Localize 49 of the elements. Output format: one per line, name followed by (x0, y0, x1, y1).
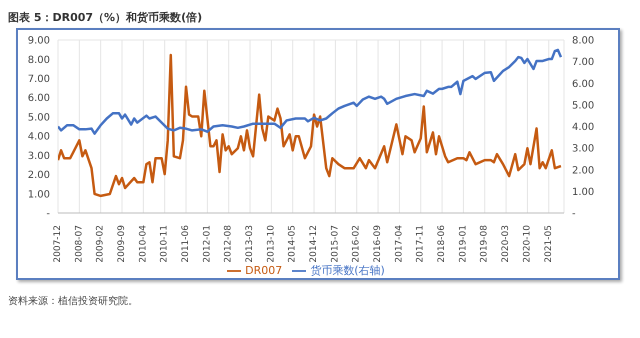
text: 资料来源：植信投资研究院。 (8, 294, 139, 308)
x-tick-label: 2009-02 (96, 225, 106, 263)
y2-tick-label: 8.00 (572, 36, 594, 47)
x-tick-label: 2009-09 (117, 224, 128, 263)
y2-tick-label: 5.00 (572, 100, 594, 112)
x-tick-label: 2019-08 (480, 224, 490, 263)
y-tick-label: 7.00 (28, 74, 50, 85)
x-tick-label: 2010-04 (138, 224, 148, 263)
x-tick-label: 2018-06 (437, 224, 448, 263)
y-tick-label: 4.00 (28, 132, 50, 143)
x-tick-label: 2016-09 (373, 224, 384, 263)
x-tick-label: 2012-08 (224, 224, 234, 263)
x-tick-label: 2019-01 (458, 225, 468, 263)
y-tick-label: 1.00 (28, 189, 50, 200)
x-tick-label: 2013-10 (266, 224, 276, 263)
y2-tick-label: 2.00 (572, 165, 594, 176)
line-series (58, 48, 562, 135)
legend-label: DR007 (245, 264, 282, 277)
x-tick-label: 2010-11 (160, 225, 170, 263)
x-tick-label: 2014-05 (288, 225, 298, 263)
y-tick-label: 6.00 (28, 93, 50, 104)
x-tick-label: 2017-11 (416, 225, 426, 263)
y2-tick-label: 6.00 (572, 78, 594, 90)
x-tick-label: 2014-12 (309, 225, 320, 263)
y-tick-label: - (46, 208, 50, 220)
x-tick-label: 2007-12 (53, 225, 63, 263)
x-tick-label: 2016-02 (352, 225, 362, 263)
line-series (58, 54, 562, 198)
x-tick-label: 2020-10 (522, 224, 532, 263)
legend-label: 货币乘数(右轴) (310, 264, 385, 277)
y2-tick-label: 4.00 (572, 122, 594, 134)
y-tick-label: 3.00 (28, 150, 50, 162)
y2-tick-label: 3.00 (572, 144, 594, 155)
x-tick-label: 2017-04 (394, 224, 404, 263)
x-tick-label: 2008-07 (74, 225, 84, 263)
y-tick-label: 8.00 (28, 54, 50, 66)
x-tick-label: 2021-05 (544, 225, 554, 263)
y-tick-label: 5.00 (28, 112, 50, 124)
chart-title: 图表 5：DR007（%）和货币乘数(倍) (8, 10, 204, 26)
y2-tick-label: 1.00 (572, 186, 594, 198)
y-tick-label: 2.00 (28, 170, 50, 182)
x-tick-label: 2013-03 (245, 225, 256, 263)
y2-tick-label: - (572, 208, 576, 220)
x-tick-label: 2011-06 (181, 224, 192, 263)
x-tick-label: 2020-03 (501, 225, 512, 263)
y-tick-label: 9.00 (28, 36, 50, 47)
y2-tick-label: 7.00 (572, 57, 594, 68)
x-tick-label: 2012-01 (202, 225, 212, 263)
x-tick-label: 2015-07 (330, 225, 340, 263)
